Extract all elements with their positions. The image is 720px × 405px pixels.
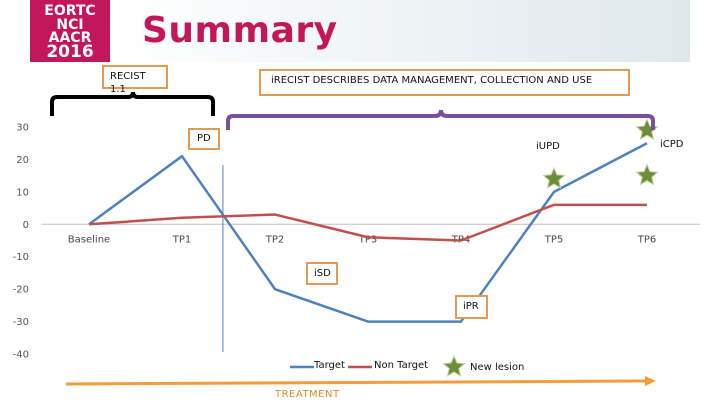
x-category-label: TP1	[172, 234, 192, 245]
x-category-label: TP6	[637, 234, 657, 245]
ipr-label-box: iPR	[455, 295, 488, 319]
iupd-label: iUPD	[536, 141, 560, 152]
y-tick-label: 30	[16, 123, 29, 134]
recist-brace	[50, 91, 215, 116]
treatment-arrowhead	[645, 376, 656, 386]
logo-line: AACR	[48, 30, 92, 46]
series-layer	[88, 142, 648, 323]
irecist-brace	[226, 109, 655, 130]
recist-label-box: RECIST 1.1	[102, 65, 168, 95]
icpd-label: iCPD	[660, 139, 684, 150]
y-axis-ticks: 30 20 10 0 -10 -20 -30 -40	[13, 123, 29, 361]
conference-logo: EORTC NCI AACR 2016	[30, 0, 110, 62]
logo-line: NCI	[56, 17, 84, 33]
y-tick-label: -10	[13, 252, 29, 263]
y-tick-label: 10	[16, 187, 29, 198]
y-tick-label: 20	[16, 155, 29, 166]
legend-new-lesion-star	[442, 354, 466, 377]
irecist-label-box: iRECIST DESCRIBES DATA MANAGEMENT, COLLE…	[259, 69, 630, 96]
treatment-label: TREATMENT	[275, 389, 340, 400]
new-lesion-star	[635, 163, 659, 186]
header-banner	[112, 0, 690, 62]
new-lesion-star	[542, 166, 566, 189]
logo-line: EORTC	[44, 3, 96, 19]
x-category-label: TP2	[265, 234, 285, 245]
isd-label-box: iSD	[306, 262, 338, 285]
marker-layer	[542, 117, 659, 189]
legend-new-lesion-label: New lesion	[470, 362, 525, 373]
x-category-label: Baseline	[68, 234, 110, 245]
treatment-arrow	[65, 379, 646, 386]
x-category-label: TP5	[544, 234, 564, 245]
legend-target-label: Target	[314, 360, 345, 371]
slide-title: Summary	[142, 10, 338, 51]
series-nontarget-line	[88, 203, 647, 242]
y-tick-label: -20	[13, 285, 29, 296]
logo-line: 2016	[46, 42, 94, 62]
legend-nontarget-label: Non Target	[374, 360, 429, 371]
pd-label-box: PD	[188, 128, 220, 150]
y-tick-label: -30	[13, 317, 29, 328]
series-target-line	[88, 142, 648, 323]
y-tick-label: -40	[13, 350, 29, 361]
y-tick-label: 0	[23, 220, 29, 231]
x-category-label: TP3	[358, 234, 378, 245]
